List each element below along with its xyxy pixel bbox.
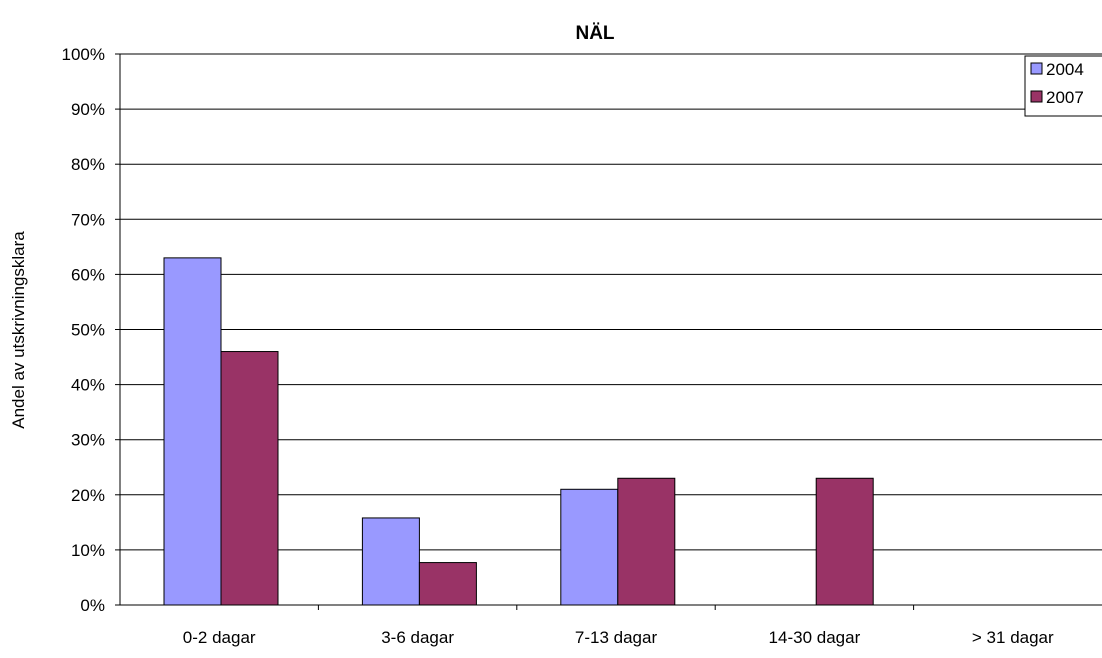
x-tick-label: 3-6 dagar (381, 628, 454, 647)
y-tick-label: 100% (62, 45, 105, 64)
y-tick-label: 30% (71, 431, 105, 450)
gridlines (120, 53, 1102, 551)
y-tick-label: 90% (71, 100, 105, 119)
y-tick-label: 40% (71, 376, 105, 395)
y-tick-labels: 0% 10% 20% 30% 40% 50% 60% 70% 80% 90% 100% (62, 45, 105, 615)
bars (163, 257, 874, 606)
y-tick-label: 60% (71, 265, 105, 284)
legend-label-2007: 2007 (1046, 88, 1084, 107)
y-tick-label: 0% (80, 596, 105, 615)
bar-2007-3 (815, 477, 874, 606)
y-tick-label: 70% (71, 210, 105, 229)
y-axis-label: Andel av utskrivningsklara (9, 231, 28, 429)
x-tick-label: 14-30 dagar (769, 628, 861, 647)
legend-swatch-2004 (1030, 62, 1043, 75)
bar-2004-2 (560, 488, 619, 606)
bar-2007-0 (220, 351, 279, 606)
legend-label-2004: 2004 (1046, 60, 1084, 79)
y-tick-label: 20% (71, 486, 105, 505)
axes (115, 53, 1102, 610)
bar-2007-2 (617, 477, 676, 606)
x-tick-label: 0-2 dagar (183, 628, 256, 647)
x-tick-label: > 31 dagar (972, 628, 1054, 647)
chart-title: NÄL (575, 23, 614, 44)
x-tick-label: 7-13 dagar (575, 628, 658, 647)
legend-swatch-2007 (1030, 90, 1043, 103)
x-tick-labels: 0-2 dagar 3-6 dagar 7-13 dagar 14-30 dagar >… (183, 628, 1054, 647)
legend: 2004 2007 (1024, 55, 1102, 117)
bar-2004-0 (163, 257, 222, 606)
bar-2007-1 (418, 562, 477, 606)
y-tick-label: 10% (71, 541, 105, 560)
bar-2004-1 (361, 517, 420, 606)
y-tick-label: 50% (71, 321, 105, 340)
y-tick-label: 80% (71, 155, 105, 174)
